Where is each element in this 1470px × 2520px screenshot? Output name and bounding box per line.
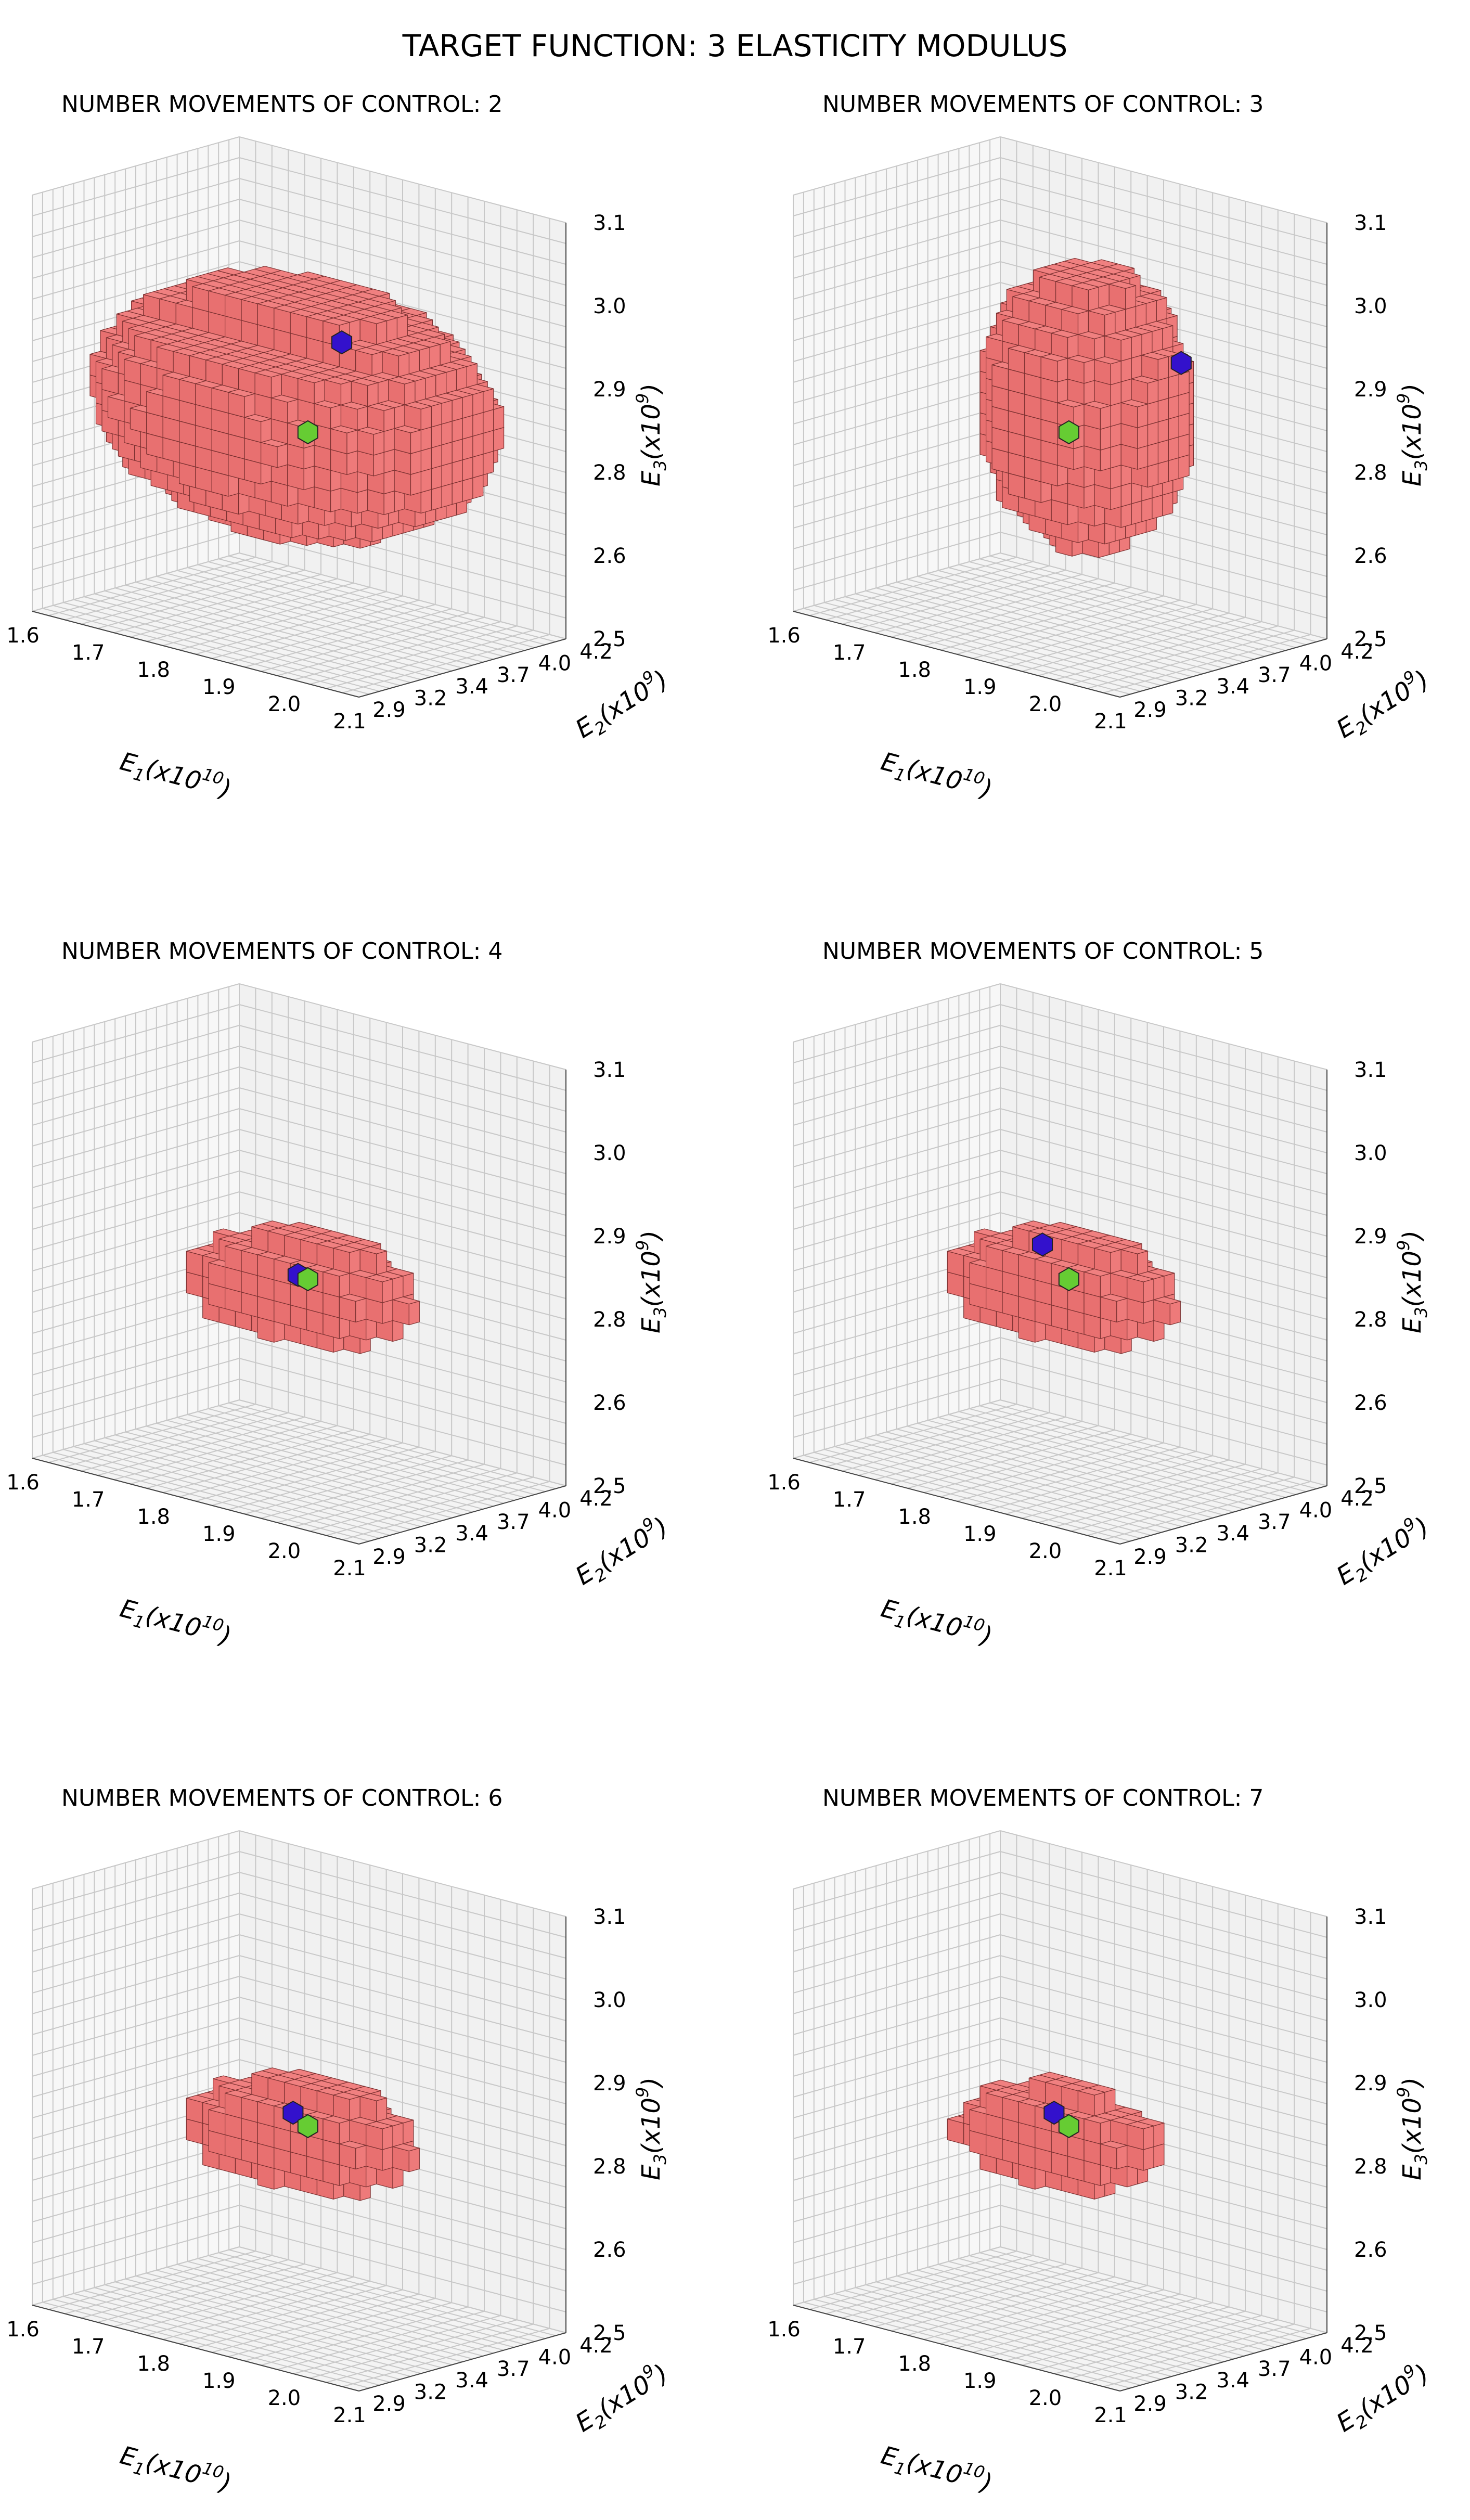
gridline	[135, 582, 463, 668]
gridline	[48, 557, 256, 616]
gridline	[81, 565, 289, 625]
gridline	[177, 570, 504, 657]
gridline	[166, 573, 494, 660]
panels-group: NUMBER MOVEMENTS OF CONTROL: 21.61.71.81…	[6, 91, 1434, 2498]
gridline	[198, 564, 525, 651]
gridline	[239, 199, 566, 286]
gridline	[218, 558, 546, 646]
gridline	[146, 582, 354, 642]
gridline	[239, 240, 566, 327]
gridline	[228, 555, 556, 642]
gridline	[239, 178, 566, 265]
gridline	[32, 240, 240, 300]
panel-title: NUMBER MOVEMENTS OF CONTROL: 2	[61, 91, 502, 118]
gridline	[32, 199, 240, 258]
gridline	[179, 591, 386, 651]
gridline	[239, 136, 566, 223]
gridline	[113, 574, 321, 634]
voxel-region	[89, 266, 505, 549]
gridline	[146, 578, 473, 666]
gridline	[239, 220, 566, 306]
gridline	[32, 261, 240, 320]
gridline	[32, 136, 240, 196]
gridline	[32, 178, 240, 237]
gridline	[65, 561, 273, 621]
gridline	[32, 552, 240, 612]
gridline	[32, 157, 240, 216]
gridline	[97, 570, 305, 629]
gridline	[187, 567, 514, 654]
figure-title: TARGET FUNCTION: 3 ELASTICITY MODULUS	[402, 28, 1068, 63]
gridline	[130, 578, 338, 638]
gridline	[156, 575, 484, 663]
gridline	[32, 220, 240, 279]
gridline	[162, 587, 370, 646]
chart-panel-1: NUMBER MOVEMENTS OF CONTROL: 21.61.71.81…	[6, 91, 673, 804]
gridline	[239, 157, 566, 244]
gridline	[239, 552, 566, 639]
gridline	[208, 561, 535, 648]
